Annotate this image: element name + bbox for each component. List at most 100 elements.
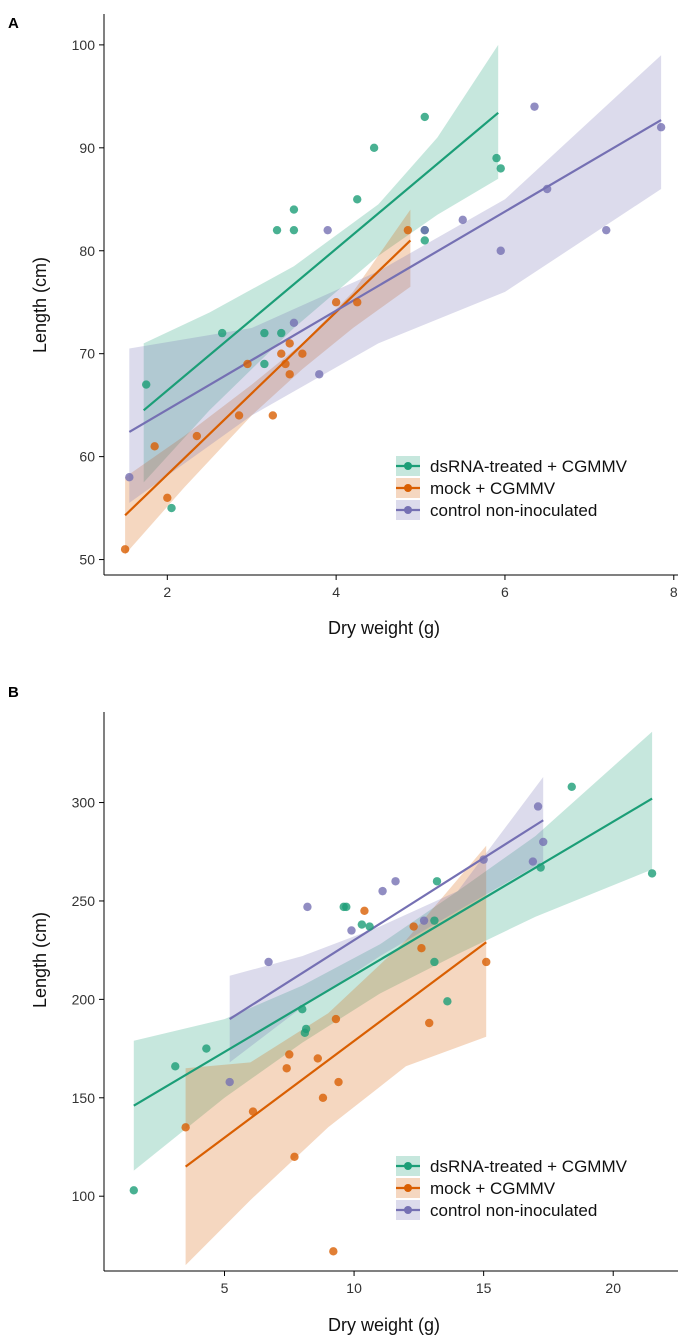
panel-b-point-mock-cgmmv bbox=[334, 1077, 343, 1087]
panel-b-legend: dsRNA-treated + CGMMV mock + CGMMV control… bbox=[396, 1156, 628, 1220]
panel-b-point-mock-cgmmv bbox=[331, 1014, 341, 1024]
panel-b-point-dsrna-treated-cgmmv bbox=[202, 1044, 211, 1053]
panel-a-point-control-non-inoculated bbox=[542, 184, 552, 194]
panel-a-y-tick-label: 50 bbox=[79, 552, 95, 568]
panel-b-point-mock-cgmmv bbox=[313, 1054, 322, 1063]
panel-a-point-mock-cgmmv bbox=[331, 298, 341, 307]
panel-b-point-control-non-inoculated bbox=[347, 926, 356, 935]
panel-a-point-mock-cgmmv bbox=[285, 339, 294, 348]
panel-b-point-dsrna-treated-cgmmv bbox=[365, 922, 374, 931]
panel-b-y-tick-label: 100 bbox=[72, 1188, 96, 1204]
panel-a-point-mock-cgmmv bbox=[281, 359, 290, 369]
panel-a-y-tick-label: 70 bbox=[79, 346, 95, 362]
panel-a-x-axis-title: Dry weight (g) bbox=[328, 618, 440, 638]
panel-a-point-dsrna-treated-cgmmv bbox=[142, 380, 151, 389]
panel-b-point-dsrna-treated-cgmmv bbox=[129, 1186, 139, 1195]
panel-b-point-dsrna-treated-cgmmv bbox=[432, 877, 442, 886]
panel-a-point-control-non-inoculated bbox=[125, 473, 134, 482]
panel-a-x-tick-label: 4 bbox=[332, 584, 340, 600]
panel-b-legend-marker-control-non-inoculated bbox=[404, 1206, 412, 1214]
panel-b-point-control-non-inoculated bbox=[419, 916, 429, 925]
panel-a-band-control-non-inoculated bbox=[129, 55, 662, 503]
panel-a-fit-line-mock-cgmmv bbox=[124, 239, 412, 517]
panel-b-point-control-non-inoculated bbox=[378, 886, 387, 896]
panel-b-x-tick-label: 20 bbox=[605, 1280, 621, 1296]
panel-b-fit-line-mock-cgmmv bbox=[184, 941, 487, 1168]
panel-b-point-mock-cgmmv bbox=[248, 1107, 258, 1116]
panel-a-point-mock-cgmmv bbox=[403, 225, 413, 235]
panel-b-point-control-non-inoculated bbox=[264, 957, 273, 967]
panel-a-point-mock-cgmmv bbox=[192, 431, 202, 441]
panel-b-point-control-non-inoculated bbox=[539, 837, 548, 847]
panel-a-point-mock-cgmmv bbox=[353, 298, 362, 307]
panel-a-point-dsrna-treated-cgmmv bbox=[217, 328, 227, 338]
panel-b-point-mock-cgmmv bbox=[417, 943, 426, 953]
panel-a-x-tick-label: 8 bbox=[670, 584, 678, 600]
panel-b-point-dsrna-treated-cgmmv bbox=[342, 902, 351, 912]
panel-a-point-mock-cgmmv bbox=[298, 349, 307, 358]
panel-b-y-tick-label: 300 bbox=[72, 795, 96, 811]
panel-a-point-mock-cgmmv bbox=[163, 493, 172, 502]
panel-b-legend-marker-dsrna-treated-cgmmv bbox=[404, 1162, 412, 1170]
panel-a-point-dsrna-treated-cgmmv bbox=[260, 328, 269, 338]
panel-b-point-control-non-inoculated bbox=[528, 857, 538, 866]
panel-b-point-control-non-inoculated bbox=[391, 877, 400, 886]
panel-a-point-control-non-inoculated bbox=[420, 225, 429, 235]
panel-a-legend-label-control-non-inoculated: control non-inoculated bbox=[430, 501, 597, 520]
panel-b-point-control-non-inoculated bbox=[303, 902, 312, 912]
panel-b-point-mock-cgmmv bbox=[360, 906, 369, 915]
panel-a-y-axis-title: Length (cm) bbox=[30, 257, 50, 353]
panel-b-point-mock-cgmmv bbox=[329, 1247, 338, 1256]
panel-a-point-dsrna-treated-cgmmv bbox=[260, 359, 269, 369]
panel-a: A 2 4 6 8 50 60 70 80 90 100 Dry weight (g) Lengt… bbox=[8, 14, 678, 638]
panel-a-point-dsrna-treated-cgmmv bbox=[420, 112, 429, 122]
panel-b-point-control-non-inoculated bbox=[225, 1077, 234, 1087]
panel-a-point-control-non-inoculated bbox=[656, 123, 666, 132]
panel-a-x-tick-label: 6 bbox=[501, 584, 509, 600]
panel-a-point-dsrna-treated-cgmmv bbox=[167, 503, 176, 513]
panel-a-point-control-non-inoculated bbox=[530, 102, 539, 111]
panel-a-point-dsrna-treated-cgmmv bbox=[289, 205, 299, 214]
panel-b-point-dsrna-treated-cgmmv bbox=[301, 1024, 311, 1034]
panel-b-point-mock-cgmmv bbox=[290, 1152, 299, 1162]
panel-b-point-control-non-inoculated bbox=[533, 802, 543, 811]
panel-b-legend-marker-mock-cgmmv bbox=[404, 1184, 412, 1192]
panel-a-fit-line-dsrna-treated-cgmmv bbox=[142, 111, 499, 412]
panel-a-y-tick-label: 80 bbox=[79, 243, 95, 259]
panel-b-x-tick-label: 5 bbox=[221, 1280, 229, 1296]
panel-a-point-mock-cgmmv bbox=[268, 411, 278, 420]
panel-b-point-dsrna-treated-cgmmv bbox=[647, 869, 657, 878]
panel-b-point-dsrna-treated-cgmmv bbox=[357, 920, 367, 929]
panel-b-point-dsrna-treated-cgmmv bbox=[536, 863, 545, 872]
panel-a-y-tick-label: 60 bbox=[79, 449, 95, 465]
panel-b-fit-line-control-non-inoculated bbox=[229, 819, 544, 1020]
panel-a-point-dsrna-treated-cgmmv bbox=[492, 153, 501, 163]
panel-b-y-tick-label: 150 bbox=[72, 1090, 96, 1106]
panel-a-x-tick-label: 2 bbox=[163, 584, 171, 600]
panel-b-point-mock-cgmmv bbox=[282, 1064, 291, 1073]
panel-a-point-dsrna-treated-cgmmv bbox=[272, 225, 282, 235]
panel-b-y-axis-title: Length (cm) bbox=[30, 912, 50, 1008]
panel-a-point-mock-cgmmv bbox=[150, 442, 159, 451]
panel-a-point-dsrna-treated-cgmmv bbox=[496, 164, 505, 173]
panel-b-point-dsrna-treated-cgmmv bbox=[567, 782, 576, 791]
panel-a-legend-label-mock-cgmmv: mock + CGMMV bbox=[430, 479, 556, 498]
panel-b-x-tick-label: 10 bbox=[346, 1280, 362, 1296]
panel-a-y-tick-label: 90 bbox=[79, 140, 95, 156]
panel-a-label: A bbox=[8, 15, 19, 32]
panel-a-point-dsrna-treated-cgmmv bbox=[420, 236, 429, 245]
panel-b-point-mock-cgmmv bbox=[285, 1050, 294, 1059]
panel-a-y-tick-label: 100 bbox=[72, 37, 96, 53]
panel-b-x-tick-label: 15 bbox=[476, 1280, 492, 1296]
panel-b-point-mock-cgmmv bbox=[181, 1123, 190, 1132]
panel-b-x-axis-title: Dry weight (g) bbox=[328, 1315, 440, 1335]
panel-b-legend-label-mock-cgmmv: mock + CGMMV bbox=[430, 1179, 556, 1198]
panel-a-point-dsrna-treated-cgmmv bbox=[289, 225, 299, 235]
panel-b-y-tick-label: 200 bbox=[72, 991, 96, 1007]
panel-b-fit-line-dsrna-treated-cgmmv bbox=[133, 797, 653, 1107]
panel-a-point-dsrna-treated-cgmmv bbox=[277, 328, 286, 338]
panel-b-y-tick-label: 250 bbox=[72, 893, 96, 909]
panel-a-legend-marker-mock-cgmmv bbox=[404, 484, 412, 492]
